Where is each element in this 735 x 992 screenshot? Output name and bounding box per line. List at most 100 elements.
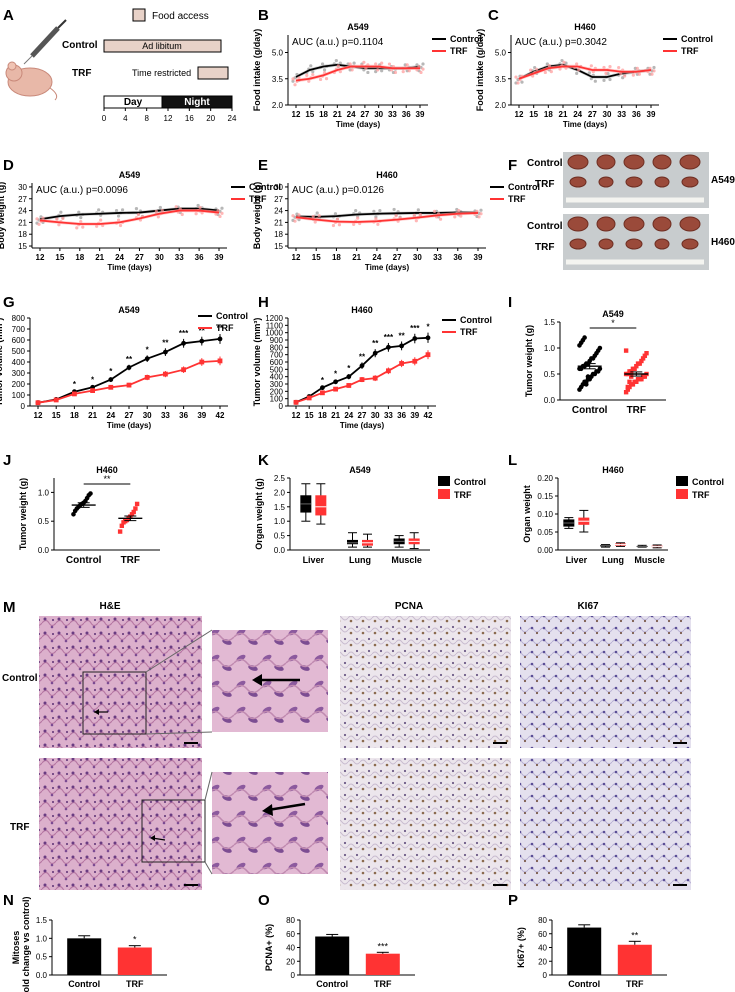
chart-title: A549 [602, 309, 624, 319]
night-bar [161, 95, 233, 109]
replicate-point [514, 75, 518, 79]
replicate-point [652, 65, 656, 70]
data-point [90, 388, 95, 393]
data-point [181, 367, 186, 373]
bar [117, 947, 152, 975]
data-point [181, 340, 187, 346]
y-tick-label: 60 [538, 930, 547, 939]
replicate-point [324, 77, 329, 81]
data-point [597, 366, 603, 372]
zoom-line [204, 771, 213, 801]
panel-letter-j: J [3, 452, 11, 469]
replicate-point [305, 73, 309, 77]
x-tick-label: 27 [393, 253, 402, 262]
panel-f-photos: Control TRF A549 Control TRF H460 [527, 152, 735, 270]
replicate-point [311, 214, 315, 219]
data-point [399, 343, 404, 349]
replicate-point [376, 68, 380, 72]
chart-h: 0100200300400500600700800900100011001200… [252, 305, 492, 430]
x-tick-label: 36 [397, 411, 406, 420]
panel-letter-h: H [258, 294, 269, 311]
panel-letter-d: D [3, 157, 14, 174]
replicate-point [405, 63, 409, 67]
data-point [199, 359, 205, 365]
chart-p: 0 20 40 60 80 Ki67+ (%) Control TRF ** [516, 916, 667, 989]
panel-letter-o: O [258, 892, 270, 909]
replicate-point [350, 68, 354, 72]
y-tick-label: 21 [18, 218, 27, 227]
chart-title: A549 [349, 465, 371, 475]
replicate-point [322, 68, 327, 72]
x-axis-label: Time (days) [563, 120, 608, 129]
y-tick-label: 2.0 [495, 101, 507, 110]
panel-letter-p: P [508, 892, 518, 909]
mouse-icon [5, 61, 58, 101]
data-point [623, 390, 629, 395]
y-axis-label: Organ weight [522, 485, 532, 543]
y-axis-label: PCNA+ (%) [264, 924, 274, 971]
data-point [386, 344, 391, 350]
replicate-point [650, 72, 654, 76]
x-tick-label: 27 [588, 110, 597, 119]
significance-mark: * [91, 375, 95, 384]
y-tick-label: 20 [286, 957, 295, 966]
auc-annotation: AUC (a.u.) p=0.3042 [515, 37, 607, 48]
y-tick-label: 900 [270, 336, 284, 345]
y-tick-label: 400 [270, 373, 284, 382]
x-axis-label: Time (days) [340, 421, 385, 430]
x-category-label: Liver [566, 555, 588, 565]
significance-mark: * [347, 364, 351, 373]
data-point [293, 399, 299, 405]
x-tick-label: 36 [179, 411, 188, 420]
legend-entry: TRF [454, 490, 472, 500]
chart-j: 0.0 0.5 1.0 Tumor weight (g) H460 Control TRF *… [18, 465, 160, 566]
replicate-point [331, 223, 336, 228]
data-point [129, 512, 135, 517]
x-category-label: Lung [602, 555, 624, 565]
data-point [623, 348, 629, 353]
data-point [642, 353, 648, 358]
y-tick-label: 24 [18, 207, 27, 216]
x-category-label: Lung [349, 555, 371, 565]
data-point [359, 377, 365, 382]
replicate-point [631, 73, 635, 77]
data-point [126, 382, 132, 388]
replicate-point [421, 62, 425, 66]
y-tick-label: 1.0 [36, 934, 48, 943]
legend-entry: TRF [450, 46, 468, 56]
data-point [320, 390, 325, 396]
f-row1-control: Control [527, 158, 563, 169]
y-tick-label: 2.0 [272, 101, 284, 110]
replicate-point [416, 208, 420, 212]
legend-entry: Control [508, 182, 540, 192]
f-row2-trf: TRF [535, 242, 554, 253]
y-tick-label: 24 [274, 207, 283, 216]
legend-swatch [438, 489, 450, 499]
y-tick-label: 0.0 [544, 396, 556, 405]
replicate-point [293, 83, 297, 87]
x-tick-label: 39 [215, 253, 224, 262]
series-line-control [37, 338, 221, 404]
auc-annotation: AUC (a.u.) p=0.0096 [36, 185, 128, 196]
replicate-point [372, 209, 376, 213]
panel-letter-n: N [3, 892, 14, 909]
y-axis-label: Organ weight (g) [254, 478, 264, 550]
chart-k: 0.0 0.5 1.0 1.5 2.0 2.5 Organ weight (g) A549 Li… [254, 465, 486, 565]
x-tick-label: 18 [70, 411, 79, 420]
legend-entry: TRF [508, 194, 526, 204]
significance-mark: ** [217, 324, 224, 333]
bar [315, 936, 350, 975]
panel-letter-b: B [258, 7, 269, 24]
replicate-point [75, 226, 79, 230]
data-point [582, 335, 587, 340]
tumor-specimen [652, 154, 672, 170]
panel-letter-l: L [508, 452, 517, 469]
y-tick-label: 1000 [265, 329, 283, 338]
tumor-specimen [654, 238, 670, 250]
y-tick-label: 5.0 [495, 49, 507, 58]
significance-mark: ** [162, 338, 169, 347]
y-tick-label: 800 [270, 343, 284, 352]
series-line-trf [518, 65, 652, 80]
replicate-point [196, 203, 200, 208]
x-tick-label: 33 [617, 110, 626, 119]
